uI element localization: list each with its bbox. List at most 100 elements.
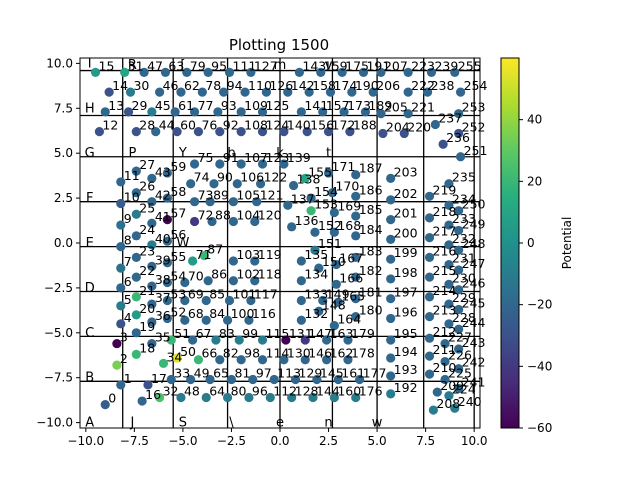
letter-label: e [276,416,284,431]
data-point [351,211,361,221]
point-label: 178 [351,346,375,361]
point-label: 89 [213,188,229,203]
point-label: 86 [211,267,227,282]
data-point [116,241,126,252]
data-point [351,392,361,403]
letter-label: C [85,326,94,341]
data-point [172,353,182,363]
data-point [386,353,396,363]
data-point [250,216,260,227]
letter-label: b [227,146,235,161]
point-label: 213 [433,303,457,318]
point-label: 176 [359,383,383,398]
point-label: 106 [240,170,264,185]
point-label: 166 [339,270,363,285]
point-label: 42 [155,188,171,203]
point-label: 211 [433,342,457,357]
point-label: 191 [366,58,390,73]
data-point [386,371,396,381]
point-label: 20 [139,301,155,316]
letter-label: R [128,58,137,73]
point-label: 11 [124,168,140,183]
data-point [440,356,450,367]
point-label: 22 [139,263,155,278]
point-label: 223 [411,58,435,73]
point-label: 129 [299,366,323,381]
data-point [424,213,435,223]
data-point [90,67,101,77]
data-point [201,295,211,306]
data-point [213,107,223,117]
data-point [112,360,122,370]
point-label: 47 [147,58,163,73]
data-point [314,306,324,316]
point-label: 101 [233,286,257,301]
data-point [151,127,161,137]
data-point [386,195,396,205]
point-label: 37 [155,290,171,305]
point-label: 155 [308,164,332,179]
data-point [170,107,180,117]
data-point [244,392,254,403]
point-label: 252 [462,119,486,134]
point-label: 7 [124,254,132,269]
data-point [454,265,464,275]
data-point [147,261,157,271]
data-point [422,87,433,97]
data-point [314,263,324,273]
data-point [162,236,172,246]
point-label: 115 [266,326,290,341]
data-point [228,216,238,227]
data-point [386,215,396,225]
point-label: 58 [170,184,186,199]
point-label: 221 [411,100,435,115]
data-point [300,355,310,365]
point-label: 46 [163,78,179,93]
data-point [296,276,306,286]
data-point [197,87,207,97]
data-point [147,299,157,309]
point-label: 5 [124,292,132,307]
data-point [248,374,258,385]
letter-label: A [85,416,94,431]
letter-label: m [274,58,287,73]
data-point [444,200,454,210]
data-point [455,87,466,97]
data-point [376,109,386,119]
point-label: 72 [198,207,214,222]
data-point [182,67,192,77]
point-label: 224 [452,382,476,397]
point-label: 182 [359,263,383,278]
point-label: 184 [359,222,383,237]
point-label: 195 [394,326,418,341]
point-label: 228 [452,310,476,325]
point-label: 172 [332,118,356,133]
point-label: 139 [287,150,311,165]
point-label: 214 [433,283,457,298]
point-label: 158 [312,78,336,93]
data-point [131,310,141,320]
point-label: 183 [359,243,383,258]
data-point [329,392,339,403]
x-tick-label: 2.5 [319,434,338,448]
point-label: 173 [347,98,371,113]
y-tick-label: 10.0 [46,56,73,70]
data-point [444,319,454,329]
point-label: 25 [139,200,155,215]
y-tick-label: −2.5 [44,281,73,295]
point-label: 87 [207,242,223,257]
data-point [125,87,136,97]
colorbar-tick-label: −20 [527,298,552,312]
letter-label: E [86,236,94,251]
data-point [424,292,435,302]
data-point [347,87,357,97]
x-tick-label: −10.0 [67,434,104,448]
data-point [131,328,141,338]
data-point [351,231,361,241]
data-point [162,258,172,268]
point-label: 157 [326,98,350,113]
data-point [454,324,464,334]
colorbar-tick-label: 20 [527,174,542,188]
data-point [351,272,361,282]
colorbar-label: Potential [560,217,574,270]
